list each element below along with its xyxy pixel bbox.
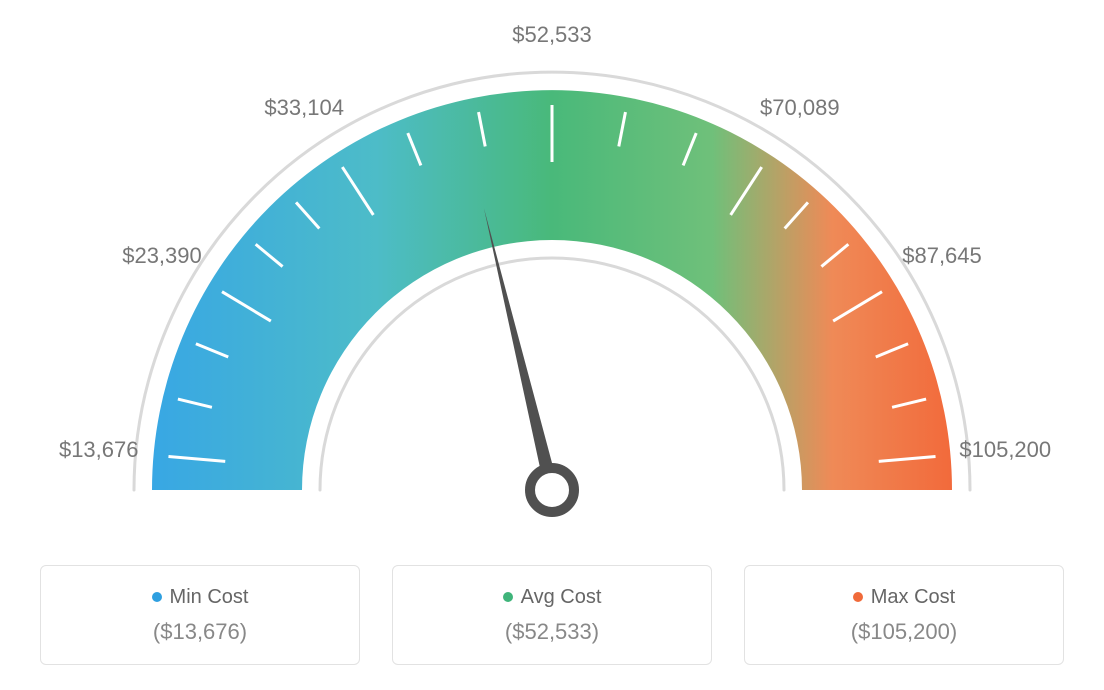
legend-title-min: Min Cost — [152, 586, 249, 609]
legend-label-min: Min Cost — [170, 586, 249, 609]
gauge-tick-label: $70,089 — [760, 95, 840, 121]
gauge-svg — [0, 0, 1104, 560]
gauge-tick-label: $33,104 — [264, 95, 344, 121]
gauge-chart: $13,676 $23,390 $33,104 $52,533 $70,089 $87,6… — [0, 0, 1104, 560]
legend-label-avg: Avg Cost — [521, 586, 602, 609]
dot-icon-min — [152, 592, 162, 602]
legend-value-max: ($105,200) — [851, 619, 957, 645]
legend-value-min: ($13,676) — [153, 619, 247, 645]
legend-card-max: Max Cost ($105,200) — [744, 565, 1064, 665]
legend-row: Min Cost ($13,676) Avg Cost ($52,533) Ma… — [0, 565, 1104, 665]
gauge-tick-label: $105,200 — [959, 437, 1051, 463]
dot-icon-avg — [503, 592, 513, 602]
legend-label-max: Max Cost — [871, 586, 955, 609]
legend-value-avg: ($52,533) — [505, 619, 599, 645]
dot-icon-max — [853, 592, 863, 602]
gauge-tick-label: $23,390 — [122, 243, 202, 269]
gauge-tick-label: $13,676 — [59, 437, 139, 463]
legend-card-avg: Avg Cost ($52,533) — [392, 565, 712, 665]
legend-card-min: Min Cost ($13,676) — [40, 565, 360, 665]
gauge-tick-label: $52,533 — [512, 22, 592, 48]
legend-title-avg: Avg Cost — [503, 586, 602, 609]
legend-title-max: Max Cost — [853, 586, 955, 609]
gauge-tick-label: $87,645 — [902, 243, 982, 269]
